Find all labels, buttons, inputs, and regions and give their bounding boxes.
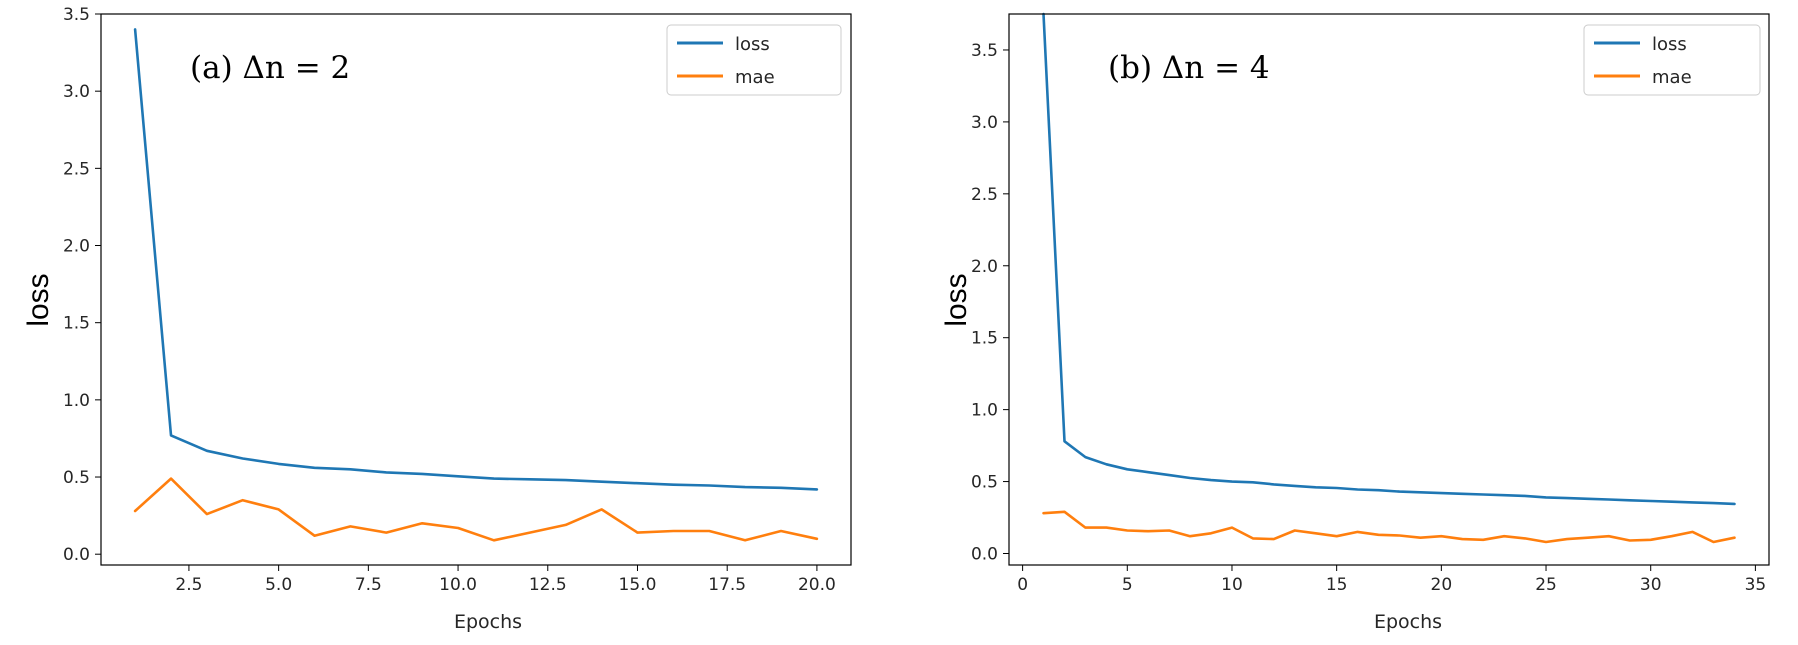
y-tick-label: 2.5	[971, 185, 998, 205]
x-axis-label: Epochs	[1374, 611, 1442, 633]
x-tick-label: 30	[1640, 575, 1662, 595]
y-tick-label: 0.0	[63, 545, 90, 565]
legend-label-loss: loss	[735, 34, 770, 55]
panel-annotation: (a) Δn = 2	[190, 50, 350, 86]
y-tick-label: 2.0	[971, 257, 998, 277]
y-tick-label: 3.0	[971, 113, 998, 133]
series-line-loss	[1042, 12, 1736, 506]
y-tick-label: 1.5	[63, 314, 90, 334]
y-axis-label: loss	[940, 273, 973, 326]
x-tick-label: 10	[1221, 575, 1243, 595]
y-tick-label: 1.5	[971, 329, 998, 349]
y-tick-label: 2.0	[63, 237, 90, 257]
legend-label-mae: mae	[735, 67, 775, 88]
y-tick-label: 0.5	[971, 473, 998, 493]
x-tick-label: 15	[1326, 575, 1348, 595]
x-tick-label: 15.0	[619, 575, 657, 595]
x-tick-label: 5	[1122, 575, 1133, 595]
legend-label-mae: mae	[1652, 67, 1692, 88]
x-tick-label: 25	[1535, 575, 1557, 595]
y-tick-label: 3.5	[63, 5, 90, 25]
legend: loss mae	[1583, 24, 1761, 96]
x-tick-label: 20	[1431, 575, 1453, 595]
series-line-mae	[1042, 510, 1736, 544]
y-tick-label: 0.5	[63, 468, 90, 488]
y-tick-label: 3.0	[63, 82, 90, 102]
panel-annotation: (b) Δn = 4	[1108, 50, 1270, 86]
x-tick-label: 17.5	[708, 575, 746, 595]
x-tick-label: 35	[1745, 575, 1767, 595]
x-tick-label: 20.0	[798, 575, 836, 595]
legend-label-loss: loss	[1652, 34, 1687, 55]
x-axis-label: Epochs	[454, 611, 522, 633]
plot-frame	[1008, 13, 1770, 566]
y-axis-label: loss	[22, 273, 55, 326]
x-tick-label: 0	[1017, 575, 1028, 595]
legend: loss mae	[666, 24, 842, 96]
y-tick-label: 1.0	[63, 391, 90, 411]
series-lines	[133, 28, 819, 542]
x-tick-label: 2.5	[175, 575, 202, 595]
chart-b: loss Epochs 0 5 10 15 20 25 30 35 0.0 0.5 1.0 1.5 2.…	[940, 12, 1770, 633]
series-line-mae	[133, 477, 819, 542]
axis-ticks: 2.5 5.0 7.5 10.0 12.5 15.0 17.5 20.0 0.0 0.5 1.0 1.…	[63, 5, 836, 595]
y-tick-label: 1.0	[971, 401, 998, 421]
x-tick-label: 7.5	[355, 575, 382, 595]
series-line-loss	[133, 28, 819, 491]
x-tick-label: 5.0	[265, 575, 292, 595]
x-tick-label: 12.5	[529, 575, 567, 595]
x-tick-label: 10.0	[439, 575, 477, 595]
y-tick-label: 2.5	[63, 159, 90, 179]
series-lines	[1042, 12, 1736, 544]
plot-frame	[100, 13, 852, 566]
y-tick-label: 0.0	[971, 544, 998, 564]
y-tick-label: 3.5	[971, 41, 998, 61]
chart-a: loss Epochs 2.5 5.0 7.5 10.0 12.5 15.0 17.5 20.…	[22, 5, 852, 633]
axis-ticks: 0 5 10 15 20 25 30 35 0.0 0.5 1.0 1.5 2.0 2.5 3.0 3.5	[971, 41, 1766, 595]
